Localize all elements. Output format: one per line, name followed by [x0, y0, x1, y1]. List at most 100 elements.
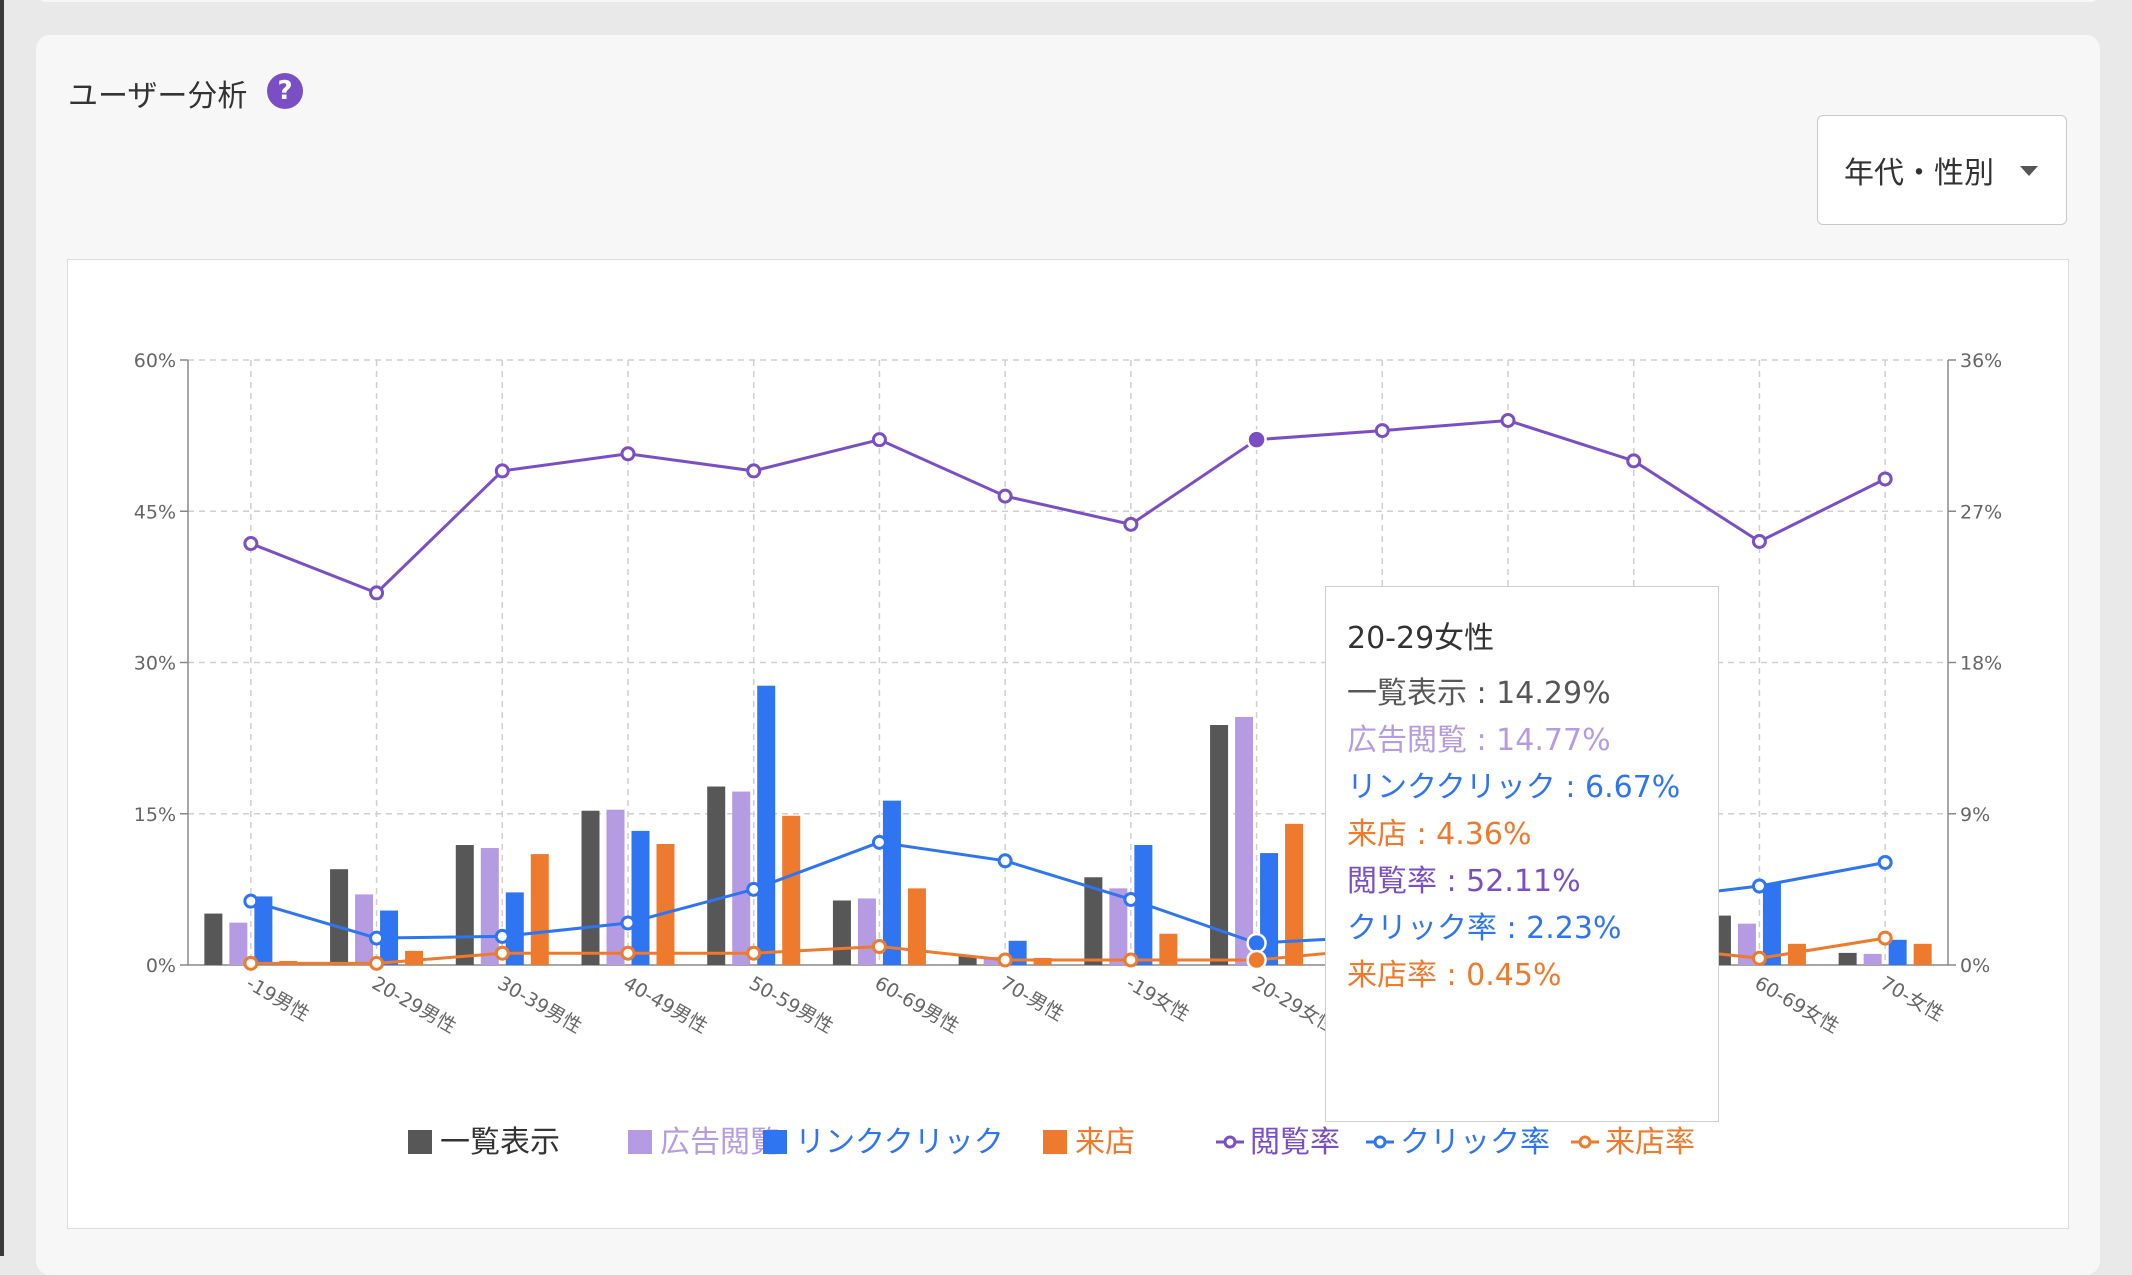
- x-tick-label: 30-39男性: [494, 972, 586, 1038]
- legend-visit-rate-label: 来店率: [1605, 1125, 1695, 1160]
- legend-link-clicks-label: リンククリック: [795, 1125, 1004, 1160]
- legend-ad-views-label: 広告閲覧: [660, 1125, 780, 1160]
- tooltip-row-click-rate: クリック率 : 2.23%: [1347, 911, 1622, 946]
- tooltip-row-link-clicks: リンククリック : 6.67%: [1347, 770, 1681, 805]
- point-view-rate: [1500, 413, 1516, 428]
- point-click-rate: [1751, 878, 1767, 894]
- help-icon[interactable]: ?: [267, 73, 303, 109]
- point-visit-rate: [997, 952, 1013, 968]
- point-visit-rate: [1246, 949, 1267, 971]
- legend-visits-swatch: [1043, 1130, 1067, 1154]
- bar-impressions: [1210, 725, 1229, 965]
- tooltip-row-visit-rate: 来店率 : 0.45%: [1347, 958, 1562, 993]
- x-tick-label: 70-女性: [1877, 972, 1948, 1026]
- bar-ad-views: [1235, 716, 1254, 965]
- y-tick-label-right: 36%: [1960, 350, 2002, 372]
- bar-impressions: [1838, 952, 1857, 965]
- bar-visits: [1033, 957, 1052, 965]
- point-view-rate: [1123, 516, 1139, 532]
- legend-visits-label: 来店: [1075, 1125, 1135, 1160]
- bar-link-clicks: [1762, 883, 1781, 965]
- y-tick-label-left: 15%: [134, 804, 176, 826]
- bar-impressions: [455, 845, 474, 965]
- point-click-rate: [620, 915, 636, 931]
- tooltip-row-impressions: 一覧表示 : 14.29%: [1347, 676, 1611, 711]
- bar-link-clicks: [882, 800, 901, 965]
- bar-link-clicks: [757, 685, 776, 965]
- section-title: ユーザー分析: [68, 79, 248, 114]
- tooltip-row-view-rate: 閲覧率 : 52.11%: [1347, 864, 1581, 899]
- legend-impressions-label: 一覧表示: [440, 1125, 560, 1160]
- point-view-rate: [746, 463, 762, 479]
- chart-tooltip: 20-29女性 一覧表示 : 14.29% 広告閲覧 : 14.77% リンクク…: [1325, 586, 1719, 1122]
- bar-impressions: [330, 869, 349, 965]
- legend-visit-rate-marker: [1578, 1135, 1592, 1149]
- bar-impressions: [958, 955, 977, 965]
- x-tick-label: -19女性: [1122, 972, 1193, 1026]
- bar-visits: [907, 888, 926, 965]
- point-view-rate: [369, 585, 385, 601]
- y-tick-label-left: 45%: [134, 501, 176, 523]
- line-view-rate: [250, 418, 1886, 595]
- y-tick-label-left: 30%: [134, 653, 176, 675]
- point-view-rate: [871, 432, 887, 448]
- x-tick-label: 40-49男性: [620, 972, 712, 1038]
- point-click-rate: [494, 928, 510, 944]
- point-view-rate: [494, 463, 510, 479]
- bar-ad-views: [480, 848, 499, 965]
- x-tick-label: 60-69男性: [871, 972, 963, 1038]
- bar-visits: [1285, 823, 1304, 965]
- bar-ad-views: [732, 791, 751, 965]
- point-visit-rate: [1877, 930, 1893, 946]
- point-visit-rate: [871, 939, 887, 955]
- legend-click-rate-label: クリック率: [1400, 1125, 1550, 1160]
- point-visit-rate: [1751, 950, 1767, 966]
- bar-ad-views: [983, 956, 1002, 965]
- x-tick-label: 50-59男性: [745, 972, 837, 1038]
- point-click-rate: [1877, 854, 1893, 870]
- bar-ad-views: [606, 809, 625, 965]
- x-tick-label: 20-29男性: [368, 972, 460, 1038]
- bar-impressions: [1084, 877, 1103, 965]
- point-view-rate: [1246, 429, 1267, 450]
- legend-view-rate-label: 閲覧率: [1250, 1125, 1340, 1160]
- bar-link-clicks: [254, 896, 273, 965]
- bar-ad-views: [229, 922, 248, 965]
- window-edge: [0, 0, 4, 1256]
- bar-visits: [1787, 943, 1806, 965]
- combo-chart[interactable]: 0% 0% 15% 9% 30% 18% 45% 27% 60% 36% -19男性 20-29男性 3…: [68, 260, 2068, 1228]
- legend-impressions-swatch: [408, 1130, 432, 1154]
- point-view-rate: [620, 446, 636, 462]
- x-tick-label: 60-69女性: [1751, 972, 1843, 1038]
- bar-link-clicks: [631, 830, 650, 965]
- y-tick-label-right: 9%: [1960, 804, 1990, 826]
- point-click-rate: [746, 881, 762, 897]
- point-click-rate: [997, 853, 1013, 869]
- point-view-rate: [243, 536, 259, 552]
- point-click-rate: [871, 834, 887, 850]
- bar-ad-views: [355, 894, 374, 965]
- chart-panel: 0% 0% 15% 9% 30% 18% 45% 27% 60% 36% -19男性 20-29男性 3…: [67, 259, 2069, 1229]
- previous-card: [36, 0, 2100, 2]
- bar-impressions: [204, 913, 223, 965]
- point-click-rate: [1123, 891, 1139, 907]
- bar-link-clicks: [505, 892, 524, 965]
- tooltip-row-visits: 来店 : 4.36%: [1347, 817, 1532, 852]
- point-visit-rate: [369, 955, 385, 971]
- bar-impressions: [832, 900, 851, 965]
- legend-ad-views-swatch: [628, 1130, 652, 1154]
- bar-visits: [1159, 933, 1178, 965]
- point-visit-rate: [494, 945, 510, 961]
- legend-view-rate-marker: [1223, 1135, 1237, 1149]
- segment-dropdown[interactable]: 年代・性別: [1817, 115, 2067, 225]
- legend-click-rate-marker: [1373, 1135, 1387, 1149]
- user-analysis-card: ユーザー分析 ? 年代・性別 0% 0% 15% 9% 30% 18% 45% 27% 60% 3…: [36, 35, 2100, 1275]
- tooltip-row-ad-views: 広告閲覧 : 14.77%: [1347, 723, 1611, 758]
- point-view-rate: [997, 488, 1013, 504]
- point-visit-rate: [746, 945, 762, 961]
- bar-impressions: [707, 786, 726, 965]
- bar-ad-views: [1737, 923, 1756, 965]
- bar-impressions: [581, 810, 600, 965]
- point-view-rate: [1374, 423, 1390, 439]
- y-tick-label-left: 60%: [134, 350, 176, 372]
